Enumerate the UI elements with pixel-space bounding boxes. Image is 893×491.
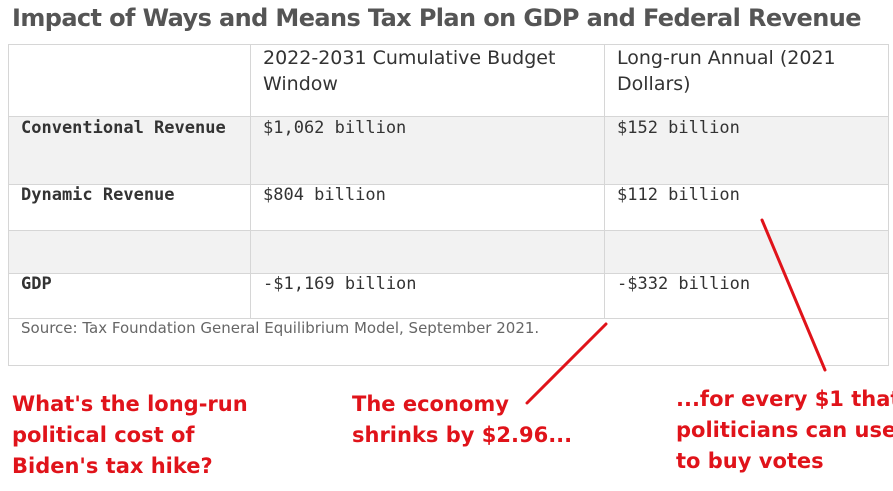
table-row: GDP -$1,169 billion -$332 billion	[8, 273, 889, 319]
header-row: 2022-2031 Cumulative Budget Window Long-…	[8, 44, 889, 117]
annotation-middle: The economy shrinks by $2.96...	[352, 389, 572, 451]
table-row	[8, 230, 889, 274]
source-note: Source: Tax Foundation General Equilibri…	[8, 318, 889, 366]
chart-title: Impact of Ways and Means Tax Plan on GDP…	[12, 4, 861, 32]
source-row: Source: Tax Foundation General Equilibri…	[8, 318, 889, 366]
window-value: $804 billion	[250, 184, 605, 231]
impact-table: 2022-2031 Cumulative Budget Window Long-…	[8, 44, 889, 366]
annotation-line: to buy votes	[676, 449, 824, 473]
longrun-value: $152 billion	[604, 116, 889, 185]
row-label: Conventional Revenue	[8, 116, 251, 185]
annotation-line: politicians can use	[676, 418, 893, 442]
annotation-left: What's the long-run political cost of Bi…	[12, 389, 248, 482]
annotation-line: What's the long-run	[12, 392, 248, 416]
annotation-line: political cost of	[12, 423, 195, 447]
annotation-line: shrinks by $2.96...	[352, 423, 573, 447]
window-value	[250, 230, 605, 274]
header-cell-longrun: Long-run Annual (2021 Dollars)	[604, 44, 889, 117]
header-cell-empty	[8, 44, 251, 117]
longrun-value: -$332 billion	[604, 273, 889, 319]
annotation-line: The economy	[352, 392, 509, 416]
header-cell-window: 2022-2031 Cumulative Budget Window	[250, 44, 605, 117]
arrow-line-right	[760, 218, 827, 372]
longrun-value: $112 billion	[604, 184, 889, 231]
window-value: -$1,169 billion	[250, 273, 605, 319]
longrun-value	[604, 230, 889, 274]
annotation-right: ...for every $1 that politicians can use…	[676, 384, 893, 477]
arrow-line-middle	[525, 322, 608, 405]
window-value: $1,062 billion	[250, 116, 605, 185]
table-row: Conventional Revenue $1,062 billion $152…	[8, 116, 889, 185]
annotation-line: Biden's tax hike?	[12, 454, 213, 478]
annotation-line: ...for every $1 that	[676, 387, 893, 411]
row-label	[8, 230, 251, 274]
